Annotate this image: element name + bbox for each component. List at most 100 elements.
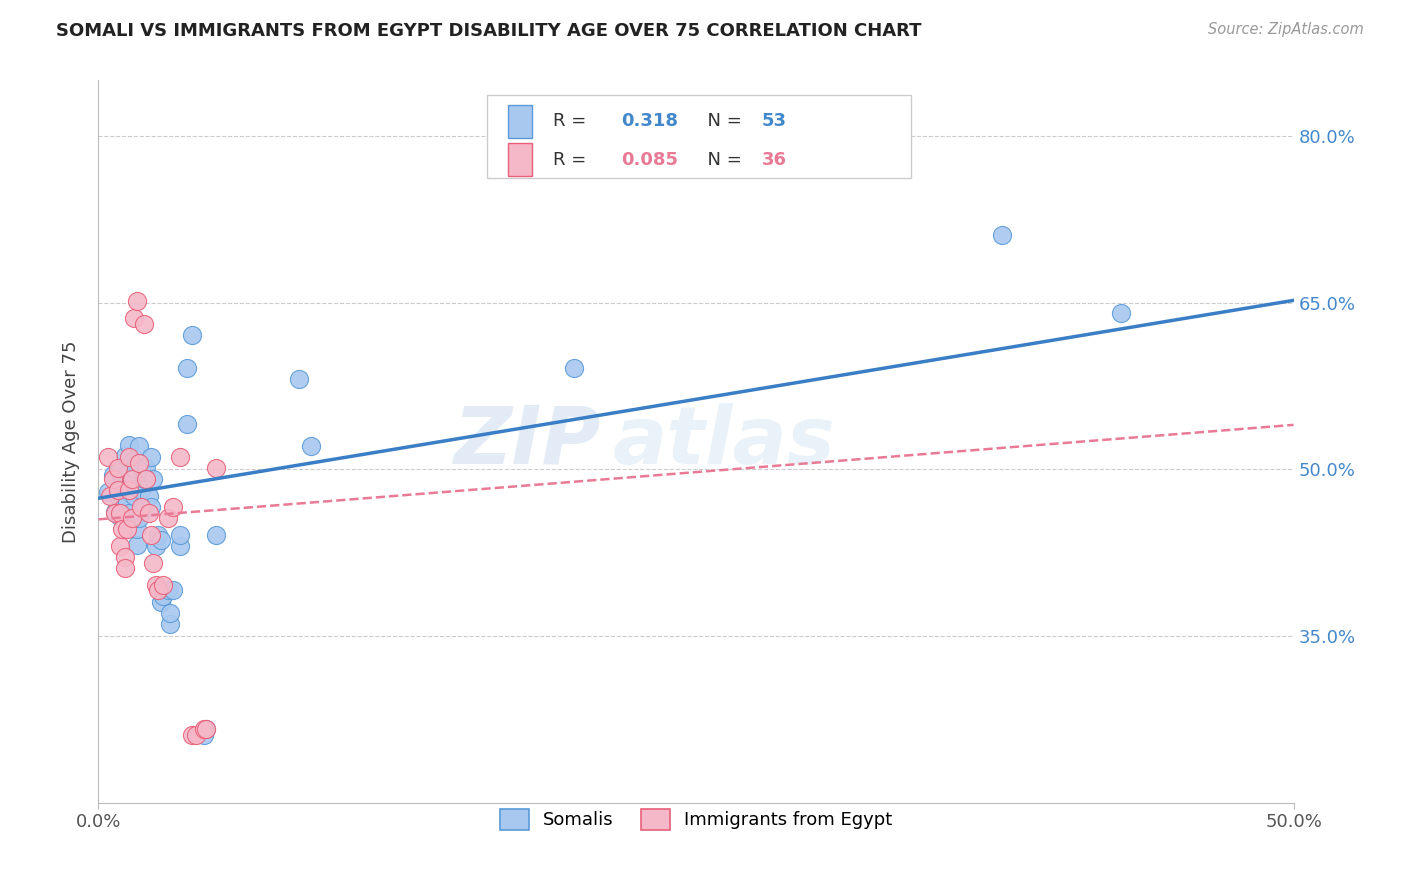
Text: 36: 36 — [762, 151, 787, 169]
Point — [128, 456, 150, 470]
Point — [139, 500, 162, 515]
Text: 0.085: 0.085 — [620, 151, 678, 169]
Text: N =: N = — [696, 151, 748, 169]
Point — [118, 483, 141, 498]
Point — [114, 550, 136, 565]
Point — [108, 506, 131, 520]
Point — [121, 454, 143, 468]
Point — [186, 728, 208, 742]
Text: R =: R = — [553, 112, 592, 130]
Point — [195, 723, 218, 737]
Point — [193, 723, 215, 737]
Point — [118, 450, 141, 464]
Point — [148, 528, 170, 542]
Point — [132, 500, 155, 515]
Point — [562, 361, 585, 376]
Point — [156, 583, 179, 598]
Point — [145, 578, 167, 592]
Point — [138, 506, 160, 520]
Point — [204, 461, 226, 475]
Point — [180, 327, 202, 342]
FancyBboxPatch shape — [486, 95, 911, 178]
Point — [108, 460, 131, 475]
Point — [142, 472, 165, 486]
Point — [107, 483, 129, 498]
Text: atlas: atlas — [613, 402, 835, 481]
Point — [169, 450, 191, 464]
Point — [111, 476, 134, 491]
Text: SOMALI VS IMMIGRANTS FROM EGYPT DISABILITY AGE OVER 75 CORRELATION CHART: SOMALI VS IMMIGRANTS FROM EGYPT DISABILI… — [56, 22, 922, 40]
Point — [97, 484, 120, 499]
Point — [159, 606, 181, 620]
Point — [288, 372, 311, 386]
Point — [111, 522, 134, 536]
Point — [108, 539, 131, 553]
Point — [135, 472, 157, 486]
FancyBboxPatch shape — [509, 105, 533, 137]
Point — [156, 511, 179, 525]
Point — [299, 439, 322, 453]
Point — [128, 439, 150, 453]
Point — [180, 728, 202, 742]
Point — [114, 449, 136, 463]
Point — [152, 589, 174, 603]
Point — [115, 494, 138, 508]
Point — [118, 506, 141, 520]
Point — [132, 317, 155, 331]
Point — [152, 578, 174, 592]
Text: N =: N = — [696, 112, 748, 130]
Text: 0.318: 0.318 — [620, 112, 678, 130]
Point — [101, 467, 124, 482]
Point — [124, 311, 146, 326]
Point — [169, 539, 191, 553]
Point — [132, 472, 155, 486]
Point — [101, 472, 124, 486]
Point — [124, 461, 146, 475]
Text: R =: R = — [553, 151, 592, 169]
Point — [159, 616, 181, 631]
Point — [121, 511, 143, 525]
Point — [125, 522, 148, 536]
FancyBboxPatch shape — [509, 144, 533, 176]
Text: 53: 53 — [762, 112, 787, 130]
Point — [131, 483, 153, 498]
Point — [169, 528, 191, 542]
Point — [1111, 305, 1133, 319]
Legend: Somalis, Immigrants from Egypt: Somalis, Immigrants from Egypt — [485, 795, 907, 845]
Y-axis label: Disability Age Over 75: Disability Age Over 75 — [62, 340, 80, 543]
Point — [149, 533, 172, 548]
Point — [104, 506, 127, 520]
Point — [139, 528, 162, 542]
Text: ZIP: ZIP — [453, 402, 600, 481]
Point — [193, 728, 215, 742]
Point — [108, 510, 131, 524]
Point — [107, 461, 129, 475]
Point — [114, 483, 136, 498]
Point — [131, 500, 153, 515]
Point — [135, 461, 157, 475]
Point — [145, 539, 167, 553]
Point — [121, 472, 143, 486]
Point — [98, 489, 122, 503]
Point — [97, 450, 120, 464]
Point — [176, 361, 198, 376]
Point — [139, 450, 162, 464]
Point — [131, 461, 153, 475]
Point — [142, 556, 165, 570]
Point — [111, 472, 134, 486]
Point — [148, 583, 170, 598]
Point — [125, 538, 148, 552]
Point — [121, 472, 143, 486]
Point — [115, 522, 138, 536]
Point — [118, 438, 141, 452]
Point — [204, 528, 226, 542]
Point — [104, 505, 127, 519]
Point — [176, 417, 198, 431]
Point — [107, 489, 129, 503]
Point — [124, 489, 146, 503]
Point — [162, 500, 184, 515]
Point — [991, 227, 1014, 242]
Point — [138, 489, 160, 503]
Text: Source: ZipAtlas.com: Source: ZipAtlas.com — [1208, 22, 1364, 37]
Point — [115, 467, 138, 481]
